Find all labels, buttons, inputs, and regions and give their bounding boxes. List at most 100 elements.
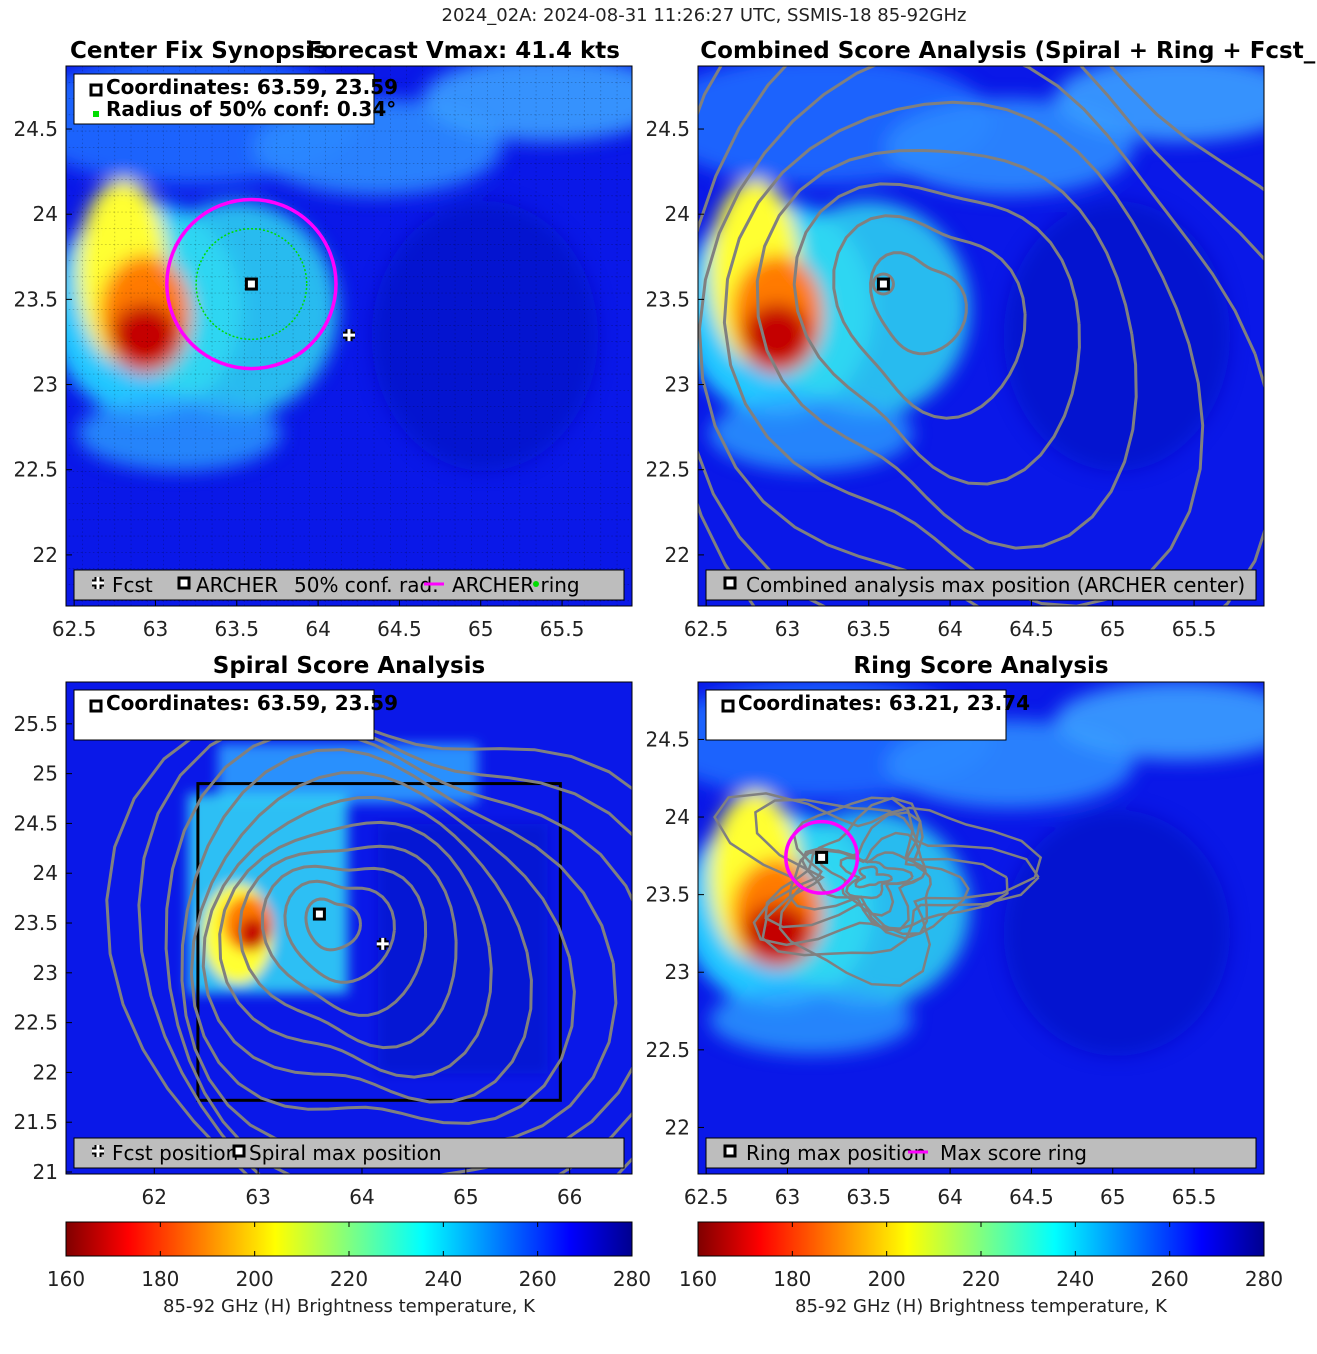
legend-label: Fcst position [112,1141,238,1165]
y-tick-label: 22 [33,543,58,567]
axes-combined: 62.5 63 63.5 64 64.5 65 65.5 22 22.5 23 23.5 24 24.5 [645,65,1265,641]
combined-max-marker [876,277,890,291]
colorbar-tick-label: 240 [424,1267,462,1291]
colorbar-tick-label: 200 [236,1267,274,1291]
square-marker-icon [723,576,737,590]
contour-line [869,251,968,356]
suptitle: 2024_02A: 2024-08-31 11:26:27 UTC, SSMIS… [442,5,967,26]
x-tick-label: 64.5 [1009,1185,1054,1209]
panel-title-ring: Ring Score Analysis [853,653,1108,679]
colorbar-tick-label: 240 [1056,1267,1094,1291]
info-box: Coordinates: 63.59, 23.59 [73,689,398,741]
y-tick-label: 23.5 [13,287,58,311]
search-box [196,782,562,1102]
legend-label: Ring max position [746,1141,926,1165]
x-tick-label: 64 [937,1185,962,1209]
square-marker-icon [232,1144,246,1158]
colorbar-tick-label: 260 [1151,1267,1189,1291]
axes-center_fix: 62.5 63 63.5 64 64.5 65 65.5 22 22.5 23 23.5 24 24.5 [13,65,633,641]
legend-label: Fcst [112,573,153,597]
info-line: Coordinates: 63.21, 23.74 [738,691,1030,715]
square-marker-icon [721,699,735,713]
contour-line [854,865,894,889]
contour-line [722,100,1205,606]
legend-label: ARCHER [196,573,278,597]
plot-area-combined: Combined analysis max position (ARCHER c… [698,66,1264,606]
field-blob [238,917,267,950]
y-tick-label: 24 [33,202,58,226]
colorbar-tick-label: 180 [141,1267,179,1291]
colorbar-left: 160 180 200 220 240 260 280 [47,1221,651,1291]
field-blob [709,985,914,1055]
forecast-position-marker [343,329,355,342]
y-tick-label: 22.5 [645,458,690,482]
combined-score-contours [698,66,1264,606]
y-tick-label: 24.5 [645,727,690,751]
panel-title-forecast-vmax: Forecast Vmax: 41.4 kts [307,38,620,64]
colorbar-tick-label: 200 [868,1267,906,1291]
legend-bg [73,1137,625,1169]
contour-line [832,214,1027,420]
y-tick-label: 22 [665,543,690,567]
contour-line [698,66,1264,606]
colorbar-tick-label: 160 [679,1267,717,1291]
contour-line [238,844,458,1050]
x-tick-label: 63 [143,617,168,641]
x-tick-label: 65 [468,617,493,641]
x-tick-label: 63 [245,1185,270,1209]
info-line: Coordinates: 63.59, 23.59 [106,75,398,99]
x-tick-label: 64.5 [377,617,422,641]
colorbar-left-label: 85-92 GHz (H) Brightness temperature, K [163,1296,536,1317]
contour-line [189,771,576,1125]
info-box: Coordinates: 63.21, 23.74 [705,689,1030,741]
x-tick-label: 66 [557,1185,582,1209]
field-blob [709,395,914,472]
contour-line [283,879,396,984]
x-tick-label: 62.5 [684,1185,729,1209]
spiral-max-marker [312,907,326,921]
legend-label: ARCHER ring [452,573,580,597]
y-tick-label: 22 [665,1115,690,1139]
x-tick-label: 63.5 [215,617,260,641]
axes-frame [65,65,633,607]
x-tick-label: 65 [1100,1185,1125,1209]
legend: Ring max position Max score ring [705,1137,1257,1169]
axes-frame [697,681,1265,1175]
colorbar-left-gradient [65,1221,633,1257]
x-tick-label: 63 [775,617,800,641]
plus-icon [92,577,104,589]
legend: Combined analysis max position (ARCHER c… [705,569,1257,601]
y-tick-label: 23 [665,373,690,397]
y-tick-label: 24.5 [645,117,690,141]
y-tick-label: 22.5 [13,1011,58,1035]
y-tick-label: 22.5 [645,1038,690,1062]
colorbar-tick-label: 180 [773,1267,811,1291]
legend-label: 50% conf. rad. [294,573,439,597]
contour-line [201,795,533,1104]
axes-spiral: 62 63 64 65 66 21 21.5 22 22.5 23 23.5 24 24.5 25 25.5 [13,681,633,1209]
y-tick-label: 23.5 [13,911,58,935]
y-tick-label: 24 [665,805,690,829]
y-tick-label: 23 [33,373,58,397]
plot-area-spiral: Coordinates: 63.59, 23.59 Fcst position Sp… [66,682,632,1174]
y-tick-label: 21.5 [13,1110,58,1134]
spiral-score-contours [105,709,632,1174]
contour-line [218,820,493,1079]
legend-bg [705,569,1257,601]
x-tick-label: 65 [453,1185,478,1209]
field-blob [1054,682,1264,761]
y-tick-label: 24 [33,861,58,885]
info-box-bg [705,689,1007,741]
square-marker-icon [89,699,103,713]
max-score-ring [784,819,860,895]
info-line: Radius of 50% conf: 0.34° [106,97,396,121]
colorbar-right-label: 85-92 GHz (H) Brightness temperature, K [795,1296,1168,1317]
legend-label: Max score ring [940,1141,1087,1165]
x-tick-label: 65.5 [1172,617,1217,641]
y-tick-label: 25 [33,762,58,786]
x-tick-label: 65.5 [1172,1185,1217,1209]
contour-line [839,856,914,900]
y-tick-label: 24 [665,202,690,226]
